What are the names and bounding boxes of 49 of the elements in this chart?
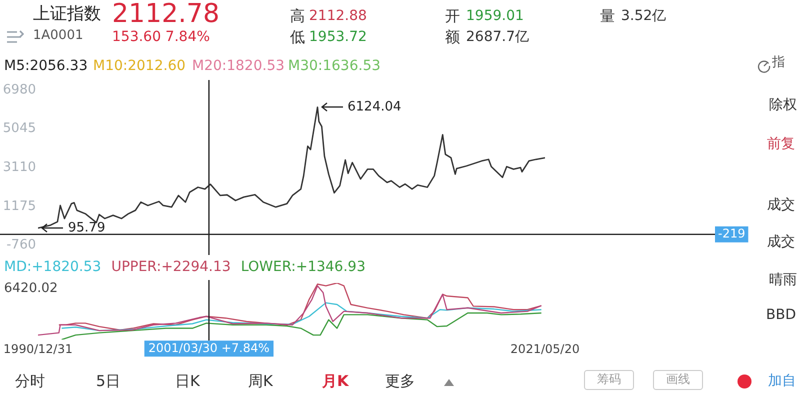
text: 分时 bbox=[15, 372, 45, 390]
ref-line-label: 2001/03/30 +7.84% bbox=[148, 341, 270, 356]
y-tick-label: 3110 bbox=[2, 160, 36, 175]
text: 2687.7亿 bbox=[466, 29, 529, 46]
annotation: 95.79 bbox=[68, 220, 106, 236]
text: 2112.78 bbox=[112, 0, 220, 30]
y-tick-label: 1175 bbox=[2, 198, 36, 214]
text: 高 bbox=[290, 7, 305, 26]
chart-title: 上证指数 bbox=[33, 4, 101, 25]
text: 2112.88 bbox=[309, 8, 367, 24]
text: M30:1636.53 bbox=[288, 58, 381, 74]
text: 晴雨 bbox=[769, 272, 797, 288]
ref-line-label: -219 bbox=[718, 226, 746, 240]
text: 153.60 7.84% bbox=[112, 29, 210, 46]
text: UPPER:+2294.13 bbox=[111, 259, 231, 276]
text: 月K bbox=[322, 372, 349, 390]
text: 1953.72 bbox=[309, 29, 367, 46]
text: LOWER:+1346.93 bbox=[240, 259, 366, 276]
text: 开 bbox=[445, 7, 460, 26]
text: M10:2012.60 bbox=[93, 58, 186, 74]
text: 日K bbox=[175, 372, 200, 390]
text: 5日 bbox=[96, 372, 121, 390]
text: 成交 bbox=[767, 234, 795, 250]
text: 指 bbox=[772, 55, 785, 71]
text: 成交 bbox=[767, 197, 795, 214]
text: MD:+1820.53 bbox=[4, 259, 102, 276]
y-tick-label: 5045 bbox=[2, 121, 36, 136]
annotation: 6420.02 bbox=[4, 281, 58, 297]
x-tick-label: 1990/12/31 bbox=[3, 342, 73, 356]
text: 前复 bbox=[767, 136, 795, 152]
text: 更多 bbox=[385, 372, 415, 390]
text: 1A0001 bbox=[33, 28, 84, 44]
text: 除权 bbox=[769, 97, 797, 114]
text: 额 bbox=[445, 28, 460, 46]
y-tick-label: 6980 bbox=[2, 82, 36, 98]
x-tick-label: 2021/05/20 bbox=[510, 342, 580, 356]
y-tick-label: -760 bbox=[6, 238, 36, 253]
text: BBD bbox=[766, 307, 796, 324]
text: 周K bbox=[248, 372, 273, 390]
text: 1959.01 bbox=[466, 8, 524, 24]
text: 筹码 bbox=[584, 370, 634, 390]
annotation: 6124.04 bbox=[348, 100, 402, 115]
text: 画线 bbox=[653, 370, 703, 390]
text: 量 bbox=[600, 7, 615, 26]
text: 3.52亿 bbox=[621, 8, 666, 24]
text: M5:2056.33 bbox=[4, 58, 88, 74]
text: M20:1820.53 bbox=[192, 58, 285, 74]
text: 加自 bbox=[768, 373, 796, 390]
text: 低 bbox=[290, 28, 305, 46]
